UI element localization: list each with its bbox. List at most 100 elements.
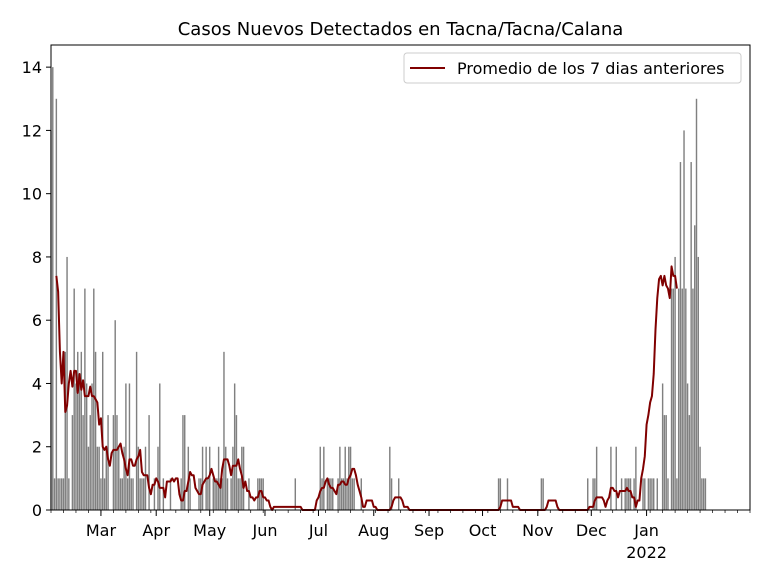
bar	[87, 446, 90, 510]
legend: Promedio de los 7 dias anteriores	[403, 52, 742, 84]
bar	[595, 446, 598, 510]
x-year-label: 2022	[626, 543, 667, 562]
bar	[62, 478, 65, 510]
x-tick-label: May	[193, 521, 226, 540]
x-tick-label: Nov	[522, 521, 553, 540]
bar	[592, 478, 594, 510]
bar	[674, 256, 676, 510]
bar	[223, 351, 225, 510]
bar	[340, 478, 343, 510]
bar	[323, 446, 325, 510]
bar	[656, 478, 658, 510]
bar	[208, 446, 211, 510]
bar	[93, 288, 95, 510]
bar	[132, 478, 134, 510]
bar	[162, 478, 165, 510]
bar	[130, 478, 132, 510]
bar	[219, 478, 222, 510]
bar	[84, 288, 86, 510]
bar	[701, 478, 703, 510]
bar	[353, 478, 355, 510]
bar	[144, 446, 147, 510]
bar	[64, 351, 66, 510]
bar	[75, 383, 77, 510]
bar	[71, 415, 74, 510]
bar	[624, 478, 626, 510]
bar	[661, 383, 664, 510]
bar	[119, 478, 122, 510]
legend-box	[403, 52, 742, 84]
bar	[620, 478, 623, 510]
bar	[644, 478, 646, 510]
bar	[665, 415, 667, 510]
bar	[212, 478, 214, 510]
bar	[112, 415, 115, 510]
bar	[216, 478, 218, 510]
bar	[635, 446, 637, 510]
y-tick-label: 10	[22, 185, 42, 204]
bar	[226, 478, 229, 510]
bar	[330, 478, 332, 510]
bar	[148, 415, 150, 510]
bar	[182, 415, 184, 510]
y-tick-label: 6	[32, 311, 42, 330]
bar	[201, 446, 204, 510]
x-tick-label: Jan	[633, 521, 659, 540]
bar	[116, 415, 118, 510]
axes-group: 0 2 4 6 8 10 12 14 Mar Apr May Jun Jul Aug Sep Oct Nov De…	[22, 44, 751, 562]
bar	[679, 162, 682, 511]
bar	[189, 478, 191, 510]
bar	[647, 478, 650, 510]
bar	[587, 478, 589, 510]
bar	[506, 478, 509, 510]
bar	[78, 383, 81, 510]
x-tick-label: Sep	[414, 521, 444, 540]
bar	[702, 478, 705, 510]
bar	[688, 415, 691, 510]
bar	[695, 98, 698, 510]
bar	[128, 383, 131, 510]
bar	[633, 478, 635, 510]
bar	[649, 478, 651, 510]
bar	[91, 383, 93, 510]
bar	[159, 383, 161, 510]
bar	[651, 478, 653, 510]
x-tick-label: Oct	[469, 521, 497, 540]
bar	[699, 446, 701, 510]
y-tick-label: 4	[32, 374, 42, 393]
bar	[55, 98, 58, 510]
bar	[398, 478, 400, 510]
bar	[180, 478, 182, 510]
bar	[125, 383, 127, 510]
bar	[540, 478, 543, 510]
bar	[123, 446, 125, 510]
bars-group	[50, 67, 707, 511]
bar	[594, 478, 596, 510]
bar	[663, 415, 666, 510]
bar	[237, 478, 239, 510]
bar	[339, 446, 341, 510]
bar	[232, 446, 234, 510]
bar	[626, 478, 628, 510]
y-tick-label: 12	[22, 121, 42, 140]
bar	[628, 478, 630, 510]
bar	[139, 478, 141, 510]
bar	[217, 446, 220, 510]
bar	[68, 478, 70, 510]
y-tick-label: 0	[32, 501, 42, 520]
bar	[337, 478, 339, 510]
bar	[137, 446, 140, 510]
x-tick-label: Aug	[358, 521, 389, 540]
bar	[96, 446, 99, 510]
bar	[326, 478, 329, 510]
bar	[66, 256, 68, 510]
bar	[692, 288, 694, 510]
y-tick-label: 8	[32, 248, 42, 267]
bar	[141, 478, 143, 510]
bar	[653, 478, 655, 510]
bar	[153, 478, 156, 510]
bar	[542, 478, 544, 510]
bar	[157, 446, 159, 510]
bar	[704, 478, 707, 510]
bar	[73, 288, 75, 510]
